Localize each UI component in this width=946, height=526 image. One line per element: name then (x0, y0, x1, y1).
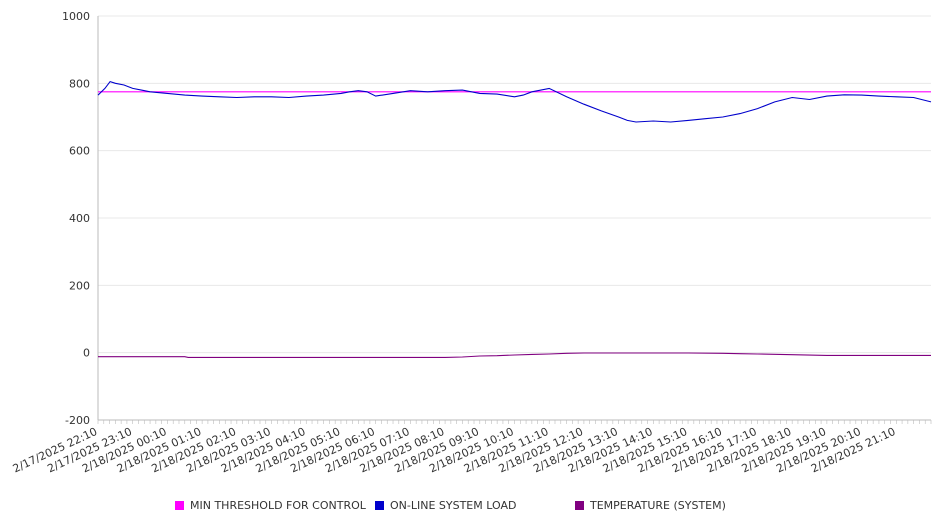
series-lines (97, 80, 932, 358)
y-tick-label: 800 (69, 77, 90, 90)
y-tick-label: -200 (65, 414, 90, 427)
axes (97, 16, 932, 424)
grid-lines (98, 15, 931, 421)
y-tick-label: 400 (69, 212, 90, 225)
y-tick-label: 200 (69, 279, 90, 292)
legend-label-temperature: TEMPERATURE (SYSTEM) (590, 498, 726, 512)
legend-item-temperature: TEMPERATURE (SYSTEM) (575, 498, 726, 512)
legend-swatch-temperature (575, 500, 584, 510)
y-tick-label: 600 (69, 145, 90, 158)
legend-swatch-load (375, 500, 384, 510)
y-tick-label: 0 (83, 347, 90, 360)
y-tick-label: 1000 (62, 10, 90, 23)
series-line-temperature (98, 352, 931, 358)
legend-item-threshold: MIN THRESHOLD FOR CONTROL (175, 498, 366, 512)
x-tick-labels: 2/17/2025 22:102/17/2025 23:102/18/2025 … (11, 425, 898, 475)
legend-label-threshold: MIN THRESHOLD FOR CONTROL (190, 498, 366, 512)
series-line-load (97, 80, 932, 123)
legend-swatch-threshold (175, 500, 184, 510)
legend-item-load: ON-LINE SYSTEM LOAD (375, 498, 516, 512)
y-tick-labels: -200 0 200 400 600 800 1000 (62, 10, 90, 427)
legend-label-load: ON-LINE SYSTEM LOAD (390, 498, 517, 512)
